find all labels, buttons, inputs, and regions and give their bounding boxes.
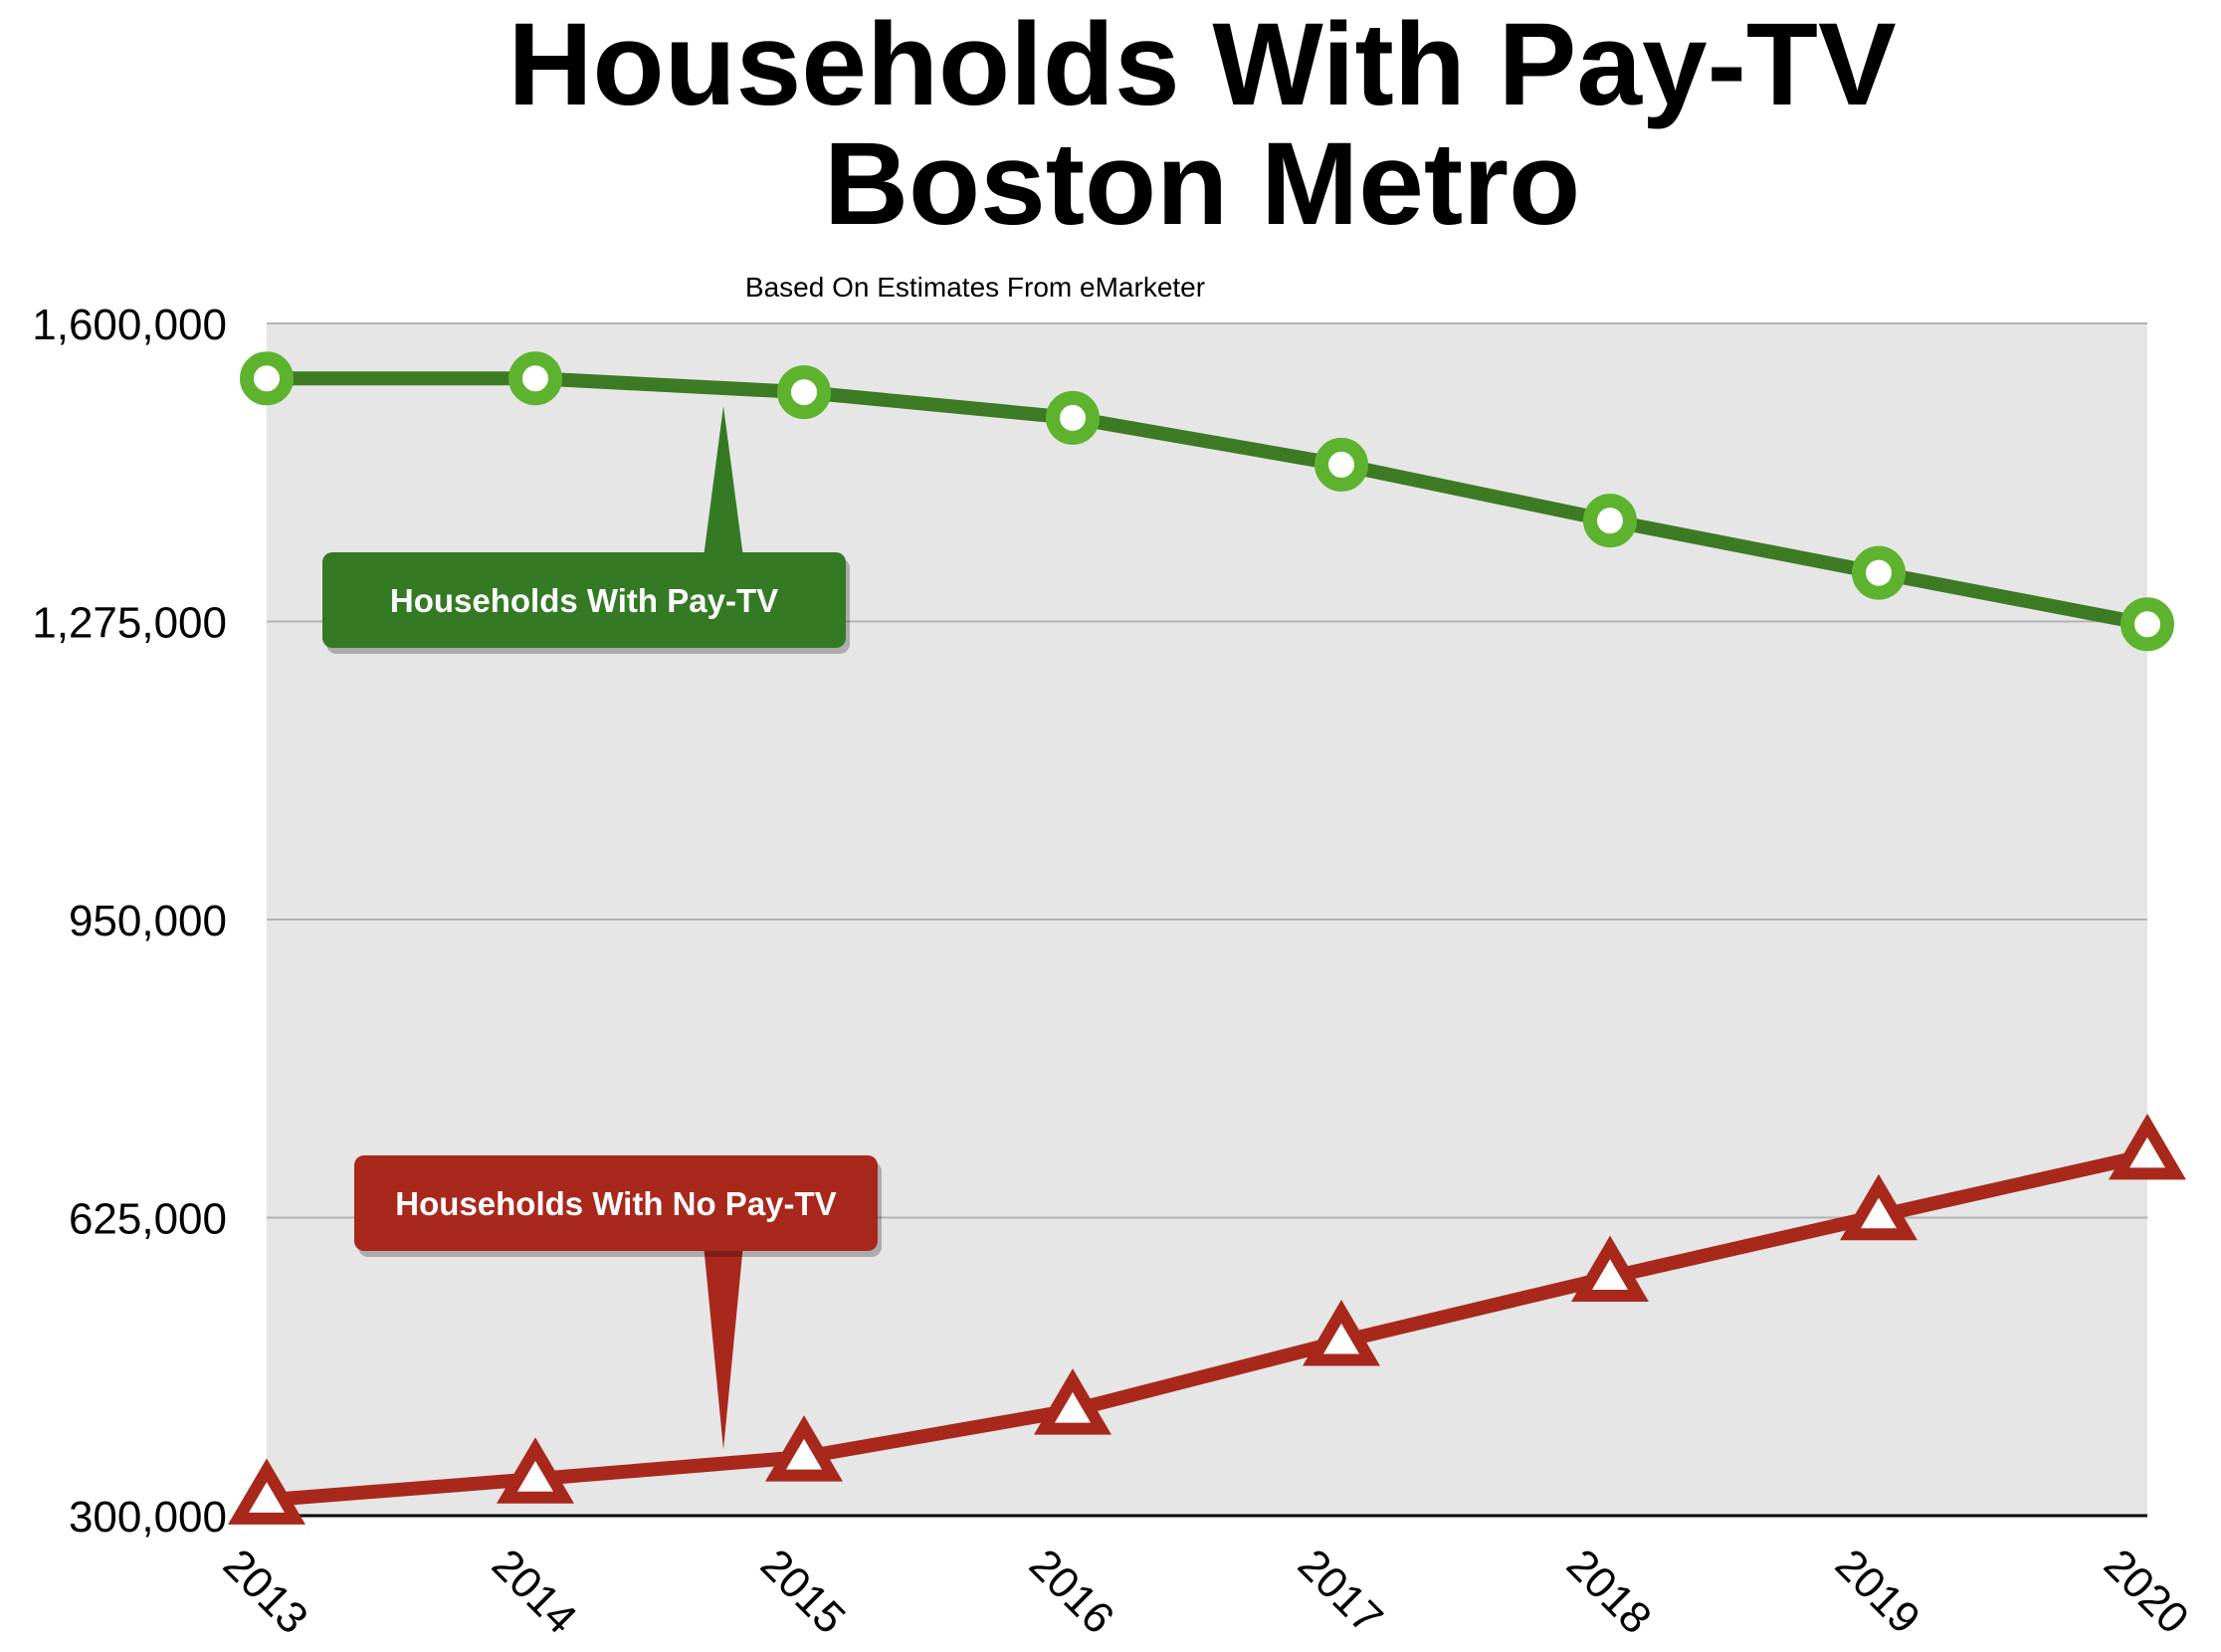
x-tick-label: 2020 bbox=[2095, 1540, 2198, 1643]
no-pay-tv-line bbox=[260, 1147, 2154, 1508]
no-pay-tv-point bbox=[1303, 1300, 1380, 1366]
x-tick-label: 2013 bbox=[214, 1540, 317, 1643]
series-callouts: Households With Pay-TV Households With No… bbox=[322, 405, 882, 1450]
y-tick-label: 1,275,000 bbox=[32, 599, 227, 648]
callout-box bbox=[354, 1155, 878, 1251]
no-pay-tv-point bbox=[1571, 1235, 1649, 1302]
pay-tv-point bbox=[1583, 494, 1637, 548]
callout-label: Households With Pay-TV bbox=[390, 582, 778, 619]
x-tick-label: 2018 bbox=[1557, 1540, 1661, 1643]
no-pay-tv-point bbox=[228, 1458, 305, 1525]
pay-tv-point bbox=[1852, 545, 1906, 600]
callout-label: Households With No Pay-TV bbox=[395, 1185, 836, 1222]
callout-pointer bbox=[704, 405, 743, 557]
pay-tv-point bbox=[777, 365, 831, 420]
y-tick-label: 1,600,000 bbox=[32, 301, 227, 349]
pay-tv-line bbox=[260, 371, 2154, 632]
pay-tv-point bbox=[240, 351, 294, 406]
no-pay-tv-point bbox=[1840, 1173, 1918, 1241]
pay-tv-point bbox=[2120, 597, 2174, 652]
chart-subtitle: Based On Estimates From eMarketer bbox=[745, 272, 1205, 303]
pay-tv-point bbox=[1046, 390, 1100, 445]
y-tick-label: 625,000 bbox=[69, 1195, 227, 1244]
y-tick-label: 300,000 bbox=[69, 1493, 227, 1542]
pay-tv-point bbox=[508, 351, 562, 406]
pay-tv-point bbox=[1314, 437, 1368, 492]
callout-pointer bbox=[704, 1244, 743, 1450]
no-pay-tv-point bbox=[2109, 1113, 2186, 1180]
pay-tv-callout: Households With Pay-TV bbox=[322, 405, 850, 654]
no-pay-tv-callout: Households With No Pay-TV bbox=[354, 1155, 882, 1450]
chart-title-line-2: Boston Metro bbox=[824, 118, 1580, 250]
y-tick-label: 950,000 bbox=[69, 897, 227, 945]
x-tick-label: 2016 bbox=[1020, 1540, 1123, 1643]
x-tick-label: 2014 bbox=[483, 1540, 586, 1643]
callout-box bbox=[322, 552, 846, 648]
no-pay-tv-point bbox=[765, 1415, 843, 1482]
x-tick-label: 2019 bbox=[1826, 1540, 1929, 1643]
chart-title-line-1: Households With Pay-TV bbox=[507, 0, 1896, 130]
x-tick-label: 2017 bbox=[1289, 1540, 1392, 1643]
series-lines bbox=[228, 351, 2186, 1525]
no-pay-tv-point bbox=[497, 1437, 574, 1504]
no-pay-tv-point bbox=[1034, 1368, 1111, 1435]
x-tick-label: 2015 bbox=[751, 1540, 855, 1643]
